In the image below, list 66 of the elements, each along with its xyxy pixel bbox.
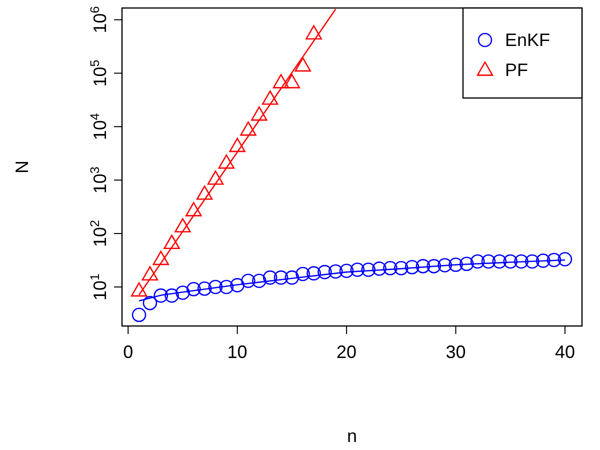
point — [404, 260, 420, 274]
point — [318, 264, 332, 280]
legend-label: PF — [505, 60, 528, 80]
x-tick-label: 40 — [554, 342, 575, 362]
point — [196, 186, 213, 200]
point — [208, 280, 223, 294]
point — [558, 252, 572, 266]
point — [394, 260, 408, 276]
point — [525, 254, 540, 269]
legend-label: EnKF — [505, 30, 550, 50]
point — [241, 274, 256, 288]
point — [492, 254, 507, 269]
point — [186, 282, 201, 296]
point — [306, 25, 322, 40]
point — [350, 262, 365, 277]
x-tick-label: 20 — [336, 342, 357, 362]
point — [361, 262, 376, 277]
point — [152, 250, 170, 266]
point — [207, 170, 224, 185]
point — [274, 270, 288, 285]
point — [230, 278, 244, 292]
point — [197, 281, 212, 296]
point — [296, 266, 310, 282]
point — [536, 254, 550, 268]
point — [481, 254, 496, 269]
point — [284, 270, 300, 285]
point — [262, 270, 278, 285]
point — [328, 264, 343, 279]
point — [284, 74, 300, 88]
point — [229, 138, 246, 152]
x-axis-title: n — [346, 426, 358, 446]
point — [416, 259, 430, 274]
point — [272, 74, 290, 88]
point — [174, 218, 191, 232]
point — [218, 154, 235, 169]
point — [130, 282, 148, 297]
point — [252, 274, 266, 288]
point — [142, 296, 158, 310]
point — [372, 262, 386, 276]
point — [426, 259, 442, 274]
point — [186, 202, 202, 216]
x-tick-label: 30 — [446, 342, 466, 362]
point — [154, 288, 168, 303]
point — [514, 254, 528, 269]
point — [294, 57, 311, 72]
y-axis-title: N — [12, 160, 32, 174]
point — [262, 90, 278, 105]
point — [251, 106, 268, 121]
point — [306, 266, 321, 280]
point — [176, 286, 190, 300]
point — [164, 234, 180, 250]
point — [132, 308, 146, 322]
x-tick-label: 10 — [227, 342, 248, 362]
point — [448, 258, 463, 272]
point — [438, 258, 452, 272]
point — [339, 264, 354, 278]
point — [383, 260, 398, 276]
point — [546, 252, 562, 268]
x-tick-label: 0 — [123, 342, 134, 362]
point — [503, 254, 518, 269]
point — [164, 288, 179, 303]
point — [460, 256, 474, 272]
point — [142, 266, 158, 280]
point — [470, 254, 485, 269]
point — [219, 280, 234, 294]
point — [240, 121, 256, 136]
